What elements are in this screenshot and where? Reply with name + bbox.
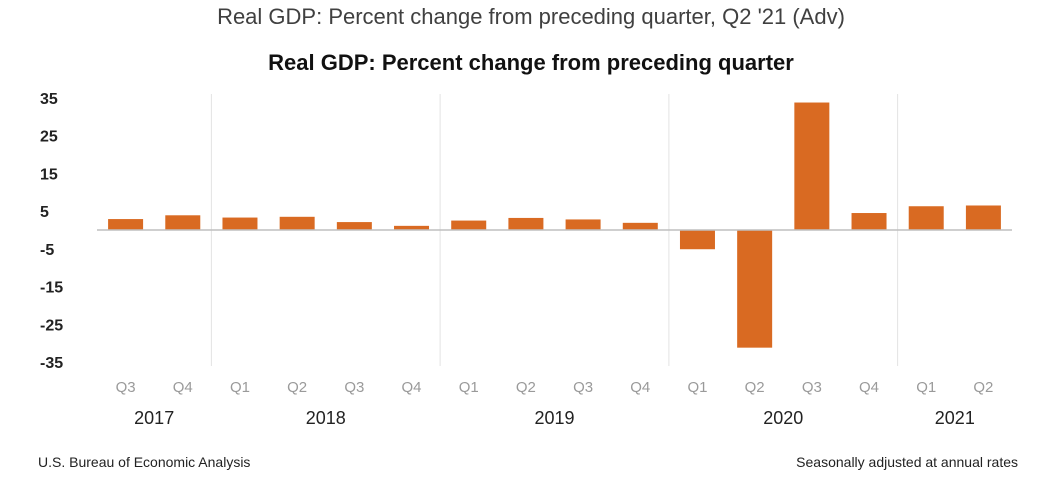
source-note: U.S. Bureau of Economic Analysis [38, 454, 251, 470]
x-tick-label: Q3 [344, 379, 364, 396]
y-tick-label: -35 [40, 355, 63, 372]
x-tick-label: Q1 [916, 379, 936, 396]
x-tick-label: Q2 [973, 379, 993, 396]
bar [222, 217, 258, 230]
x-tick-label: Q2 [745, 379, 765, 396]
x-tick-label: Q3 [573, 379, 593, 396]
y-tick-label: -15 [40, 280, 63, 297]
year-label: 2021 [935, 408, 975, 428]
bar [565, 219, 601, 230]
x-tick-label: Q3 [116, 379, 136, 396]
bar [622, 222, 658, 230]
y-tick-label: -25 [40, 317, 63, 334]
year-label: 2018 [306, 408, 346, 428]
bar [336, 222, 372, 230]
x-tick-label: Q4 [630, 379, 650, 396]
x-tick-label: Q1 [687, 379, 707, 396]
x-tick-label: Q4 [173, 379, 193, 396]
bar [908, 206, 944, 230]
year-label: 2020 [763, 408, 803, 428]
x-tick-label: Q3 [802, 379, 822, 396]
bar [165, 215, 201, 230]
x-tick-label: Q2 [516, 379, 536, 396]
year-label: 2017 [134, 408, 174, 428]
y-tick-label: -5 [40, 242, 54, 259]
year-label: 2019 [534, 408, 574, 428]
bar [679, 230, 715, 250]
page-title: Real GDP: Percent change from preceding … [217, 4, 845, 29]
bar [851, 213, 887, 230]
seasonal-note: Seasonally adjusted at annual rates [796, 454, 1018, 470]
x-tick-label: Q1 [459, 379, 479, 396]
bar [108, 219, 144, 230]
y-tick-label: 15 [40, 166, 58, 183]
x-tick-label: Q4 [402, 379, 422, 396]
y-tick-label: 25 [40, 129, 58, 146]
bar [508, 217, 544, 230]
chart-title: Real GDP: Percent change from preceding … [268, 50, 794, 75]
x-tick-label: Q1 [230, 379, 250, 396]
bar-chart: 35 25 15 5 -5 -15 -25 -35 Q3 Q4 Q1 Q2 Q3 Q4 Q1 Q2 Q3 Q4 Q1… [40, 91, 1012, 428]
x-tick-label: Q4 [859, 379, 879, 396]
bar [451, 220, 487, 230]
chart-container: Real GDP: Percent change from preceding … [0, 36, 1062, 436]
y-tick-label: 35 [40, 91, 58, 108]
y-tick-label: 5 [40, 204, 49, 221]
bar [794, 102, 830, 230]
x-tick-label: Q2 [287, 379, 307, 396]
bar [394, 225, 430, 230]
bar [737, 230, 773, 348]
bar [279, 216, 315, 230]
bar [965, 205, 1001, 230]
